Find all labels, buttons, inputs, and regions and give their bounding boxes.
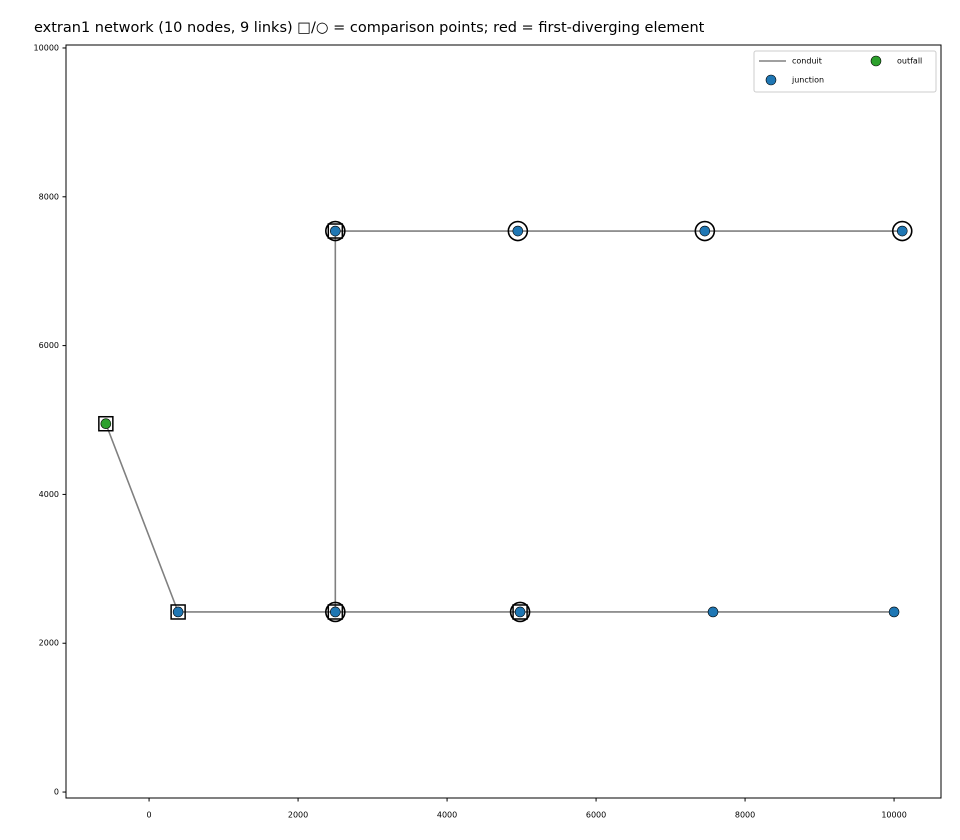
junction-node <box>707 606 719 618</box>
x-tick-label: 6000 <box>586 811 606 820</box>
legend-label: conduit <box>792 57 822 66</box>
comparison-circle <box>694 220 716 242</box>
chart-title: extran1 network (10 nodes, 9 links) □/○ … <box>34 20 705 36</box>
legend-marker <box>765 74 777 86</box>
x-tick-label: 10000 <box>881 811 906 820</box>
junction-node <box>330 225 341 237</box>
legend-label: junction <box>791 76 824 85</box>
comparison-square <box>98 415 114 432</box>
comparison-circle <box>509 601 531 623</box>
x-tick-label: 4000 <box>437 811 457 820</box>
junction-node <box>888 606 900 618</box>
y-tick-label: 0 <box>54 788 59 797</box>
y-tick-label: 10000 <box>34 43 59 52</box>
x-tick-label: 8000 <box>735 811 755 820</box>
legend-label: outfall <box>897 57 922 66</box>
y-tick-label: 8000 <box>39 192 59 201</box>
comparison-square <box>170 604 186 620</box>
conduit-line <box>105 230 903 613</box>
comparison-circle <box>325 220 346 242</box>
legend-box <box>753 50 937 93</box>
junction-node <box>699 225 711 237</box>
legend-marker <box>870 55 882 67</box>
comparison-square <box>327 223 344 239</box>
comparison-circle <box>325 601 346 623</box>
junction-node <box>172 606 184 618</box>
comparison-circle <box>507 220 529 242</box>
y-tick-label: 2000 <box>39 639 59 648</box>
junction-node <box>330 606 341 618</box>
x-tick-label: 0 <box>147 811 152 820</box>
outfall-node <box>100 418 112 430</box>
y-tick-label: 4000 <box>39 490 59 499</box>
comparison-square <box>512 604 528 620</box>
x-tick-label: 2000 <box>288 811 308 820</box>
junction-node <box>896 225 908 237</box>
comparison-square <box>327 604 344 620</box>
junction-node <box>512 225 524 237</box>
junction-node <box>514 606 526 618</box>
plot-frame <box>65 44 942 799</box>
comparison-circle <box>891 220 913 242</box>
y-tick-label: 6000 <box>39 341 59 350</box>
